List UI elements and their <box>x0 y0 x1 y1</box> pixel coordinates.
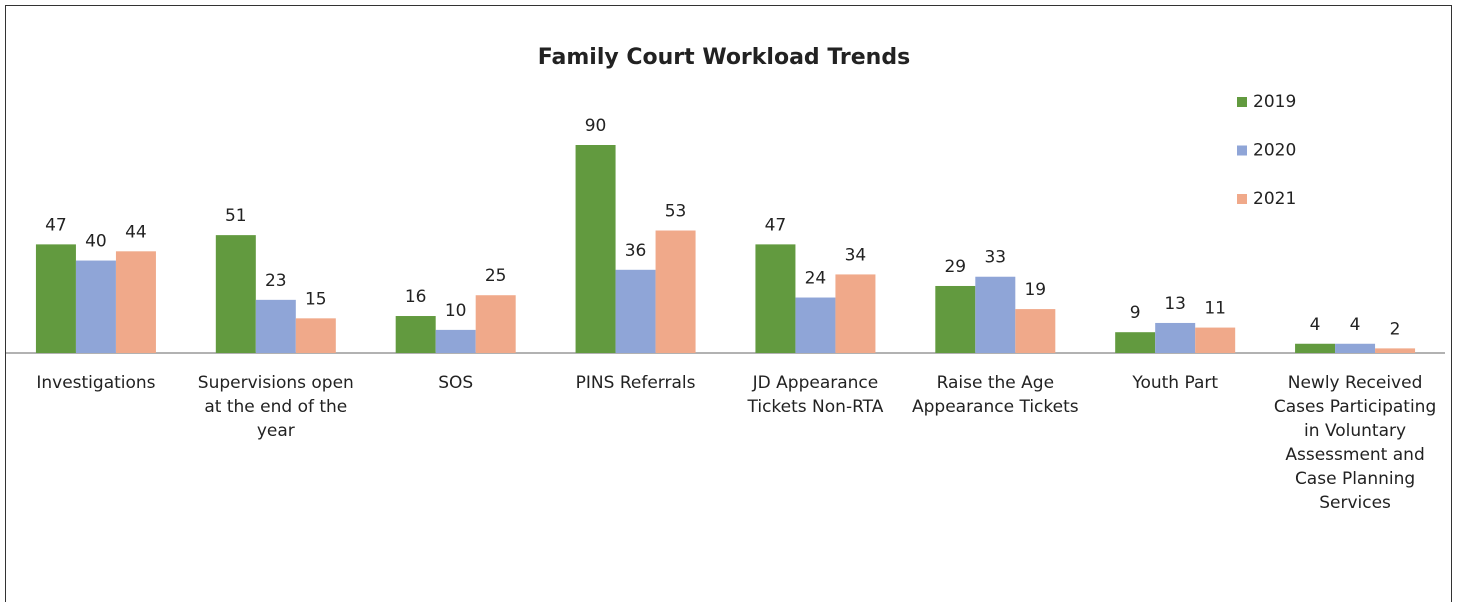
bar <box>1115 332 1156 353</box>
bar <box>1295 343 1336 353</box>
data-label: 9 <box>1130 303 1141 323</box>
x-tick-label: Raise the Age Appearance Tickets <box>911 373 1079 417</box>
x-tick-label: Investigations <box>36 373 156 393</box>
data-label: 25 <box>485 266 507 286</box>
bar <box>115 251 156 353</box>
bar <box>935 285 976 353</box>
data-label: 53 <box>665 202 687 222</box>
data-label: 2 <box>1390 319 1401 339</box>
data-label: 11 <box>1204 299 1226 319</box>
x-tick-label: PINS Referrals <box>575 373 696 393</box>
bar <box>75 260 116 353</box>
bar <box>835 274 876 353</box>
data-label: 47 <box>765 215 787 235</box>
data-label: 34 <box>845 245 867 265</box>
bar <box>975 276 1016 353</box>
frame <box>5 5 1452 602</box>
bar <box>35 244 76 353</box>
bar <box>295 318 336 353</box>
legend-label: 2021 <box>1253 189 1296 209</box>
bar <box>655 230 696 353</box>
data-label: 13 <box>1164 294 1186 314</box>
bar <box>395 316 436 353</box>
data-label: 10 <box>445 301 467 321</box>
bar <box>475 295 516 353</box>
data-label: 44 <box>125 222 147 242</box>
data-label: 33 <box>984 248 1006 268</box>
bar <box>1375 348 1416 353</box>
bar <box>1155 322 1196 353</box>
bar <box>615 269 656 353</box>
bar <box>795 297 836 353</box>
x-tick-label: SOS <box>438 373 474 393</box>
bar <box>435 329 476 353</box>
legend-swatch <box>1237 145 1247 156</box>
data-label: 90 <box>585 116 607 136</box>
data-label: 24 <box>805 269 827 289</box>
data-label: 4 <box>1310 315 1321 335</box>
bar <box>255 299 296 353</box>
x-tick-label: Youth Part <box>1132 373 1219 393</box>
bar <box>575 145 616 353</box>
data-label: 36 <box>625 241 647 261</box>
bar <box>1015 309 1056 353</box>
legend-swatch <box>1237 194 1247 204</box>
data-label: 19 <box>1024 280 1046 300</box>
chart-title: Family Court Workload Trends <box>538 45 910 70</box>
data-label: 40 <box>85 232 107 252</box>
data-label: 23 <box>265 271 287 291</box>
data-label: 47 <box>45 215 67 235</box>
data-label: 16 <box>405 287 427 307</box>
x-tick-label: JD Appearance Tickets Non-RTA <box>747 373 884 417</box>
data-label: 4 <box>1350 315 1361 335</box>
data-label: 29 <box>944 257 966 277</box>
bar <box>215 235 256 353</box>
legend-label: 2019 <box>1253 92 1296 112</box>
x-tick-label: Supervisions open at the end of the year <box>197 373 354 441</box>
data-label: 51 <box>225 206 247 226</box>
data-label: 15 <box>305 289 327 309</box>
bar <box>1195 327 1236 353</box>
legend-label: 2020 <box>1253 141 1296 161</box>
bar <box>1335 343 1376 353</box>
legend-swatch <box>1237 97 1247 107</box>
x-tick-label: Newly Received Cases Participating in Vo… <box>1273 373 1437 513</box>
bar <box>755 244 796 353</box>
